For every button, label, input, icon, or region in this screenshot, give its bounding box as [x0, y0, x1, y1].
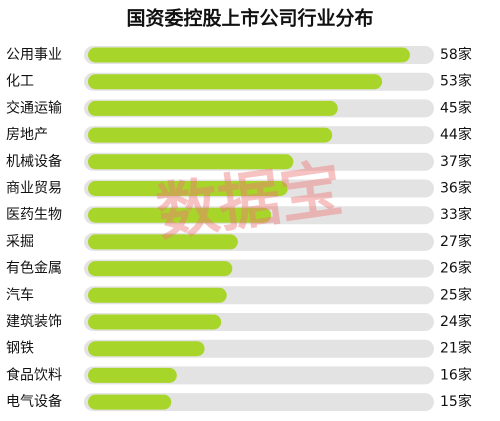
value-label: 58家: [440, 46, 472, 63]
bar: [88, 74, 383, 90]
category-label: 建筑装饰: [6, 314, 62, 330]
value-label: 53家: [440, 73, 472, 90]
bar: [88, 181, 288, 196]
value-label: 36家: [440, 180, 472, 197]
category-label: 汽车: [6, 286, 34, 303]
category-label: 钢铁: [6, 341, 34, 357]
value-label: 44家: [440, 126, 472, 143]
bar: [88, 394, 172, 410]
bar: [88, 287, 227, 303]
value-label: 15家: [440, 393, 472, 410]
bar: [88, 234, 238, 250]
value-label: 33家: [440, 206, 472, 223]
bar: [88, 47, 410, 63]
category-label: 有色金属: [6, 260, 62, 277]
category-label: 机械设备: [6, 153, 62, 170]
category-label: 食品饮料: [6, 366, 62, 383]
category-label: 商业贸易: [6, 181, 62, 197]
bar: [88, 314, 222, 330]
value-label: 37家: [440, 153, 472, 170]
bar: [88, 207, 272, 223]
value-label: 24家: [440, 313, 472, 330]
category-label: 电气设备: [6, 393, 62, 410]
category-label: 化工: [6, 74, 34, 90]
value-label: 45家: [440, 99, 472, 116]
category-label: 房地产: [6, 127, 48, 143]
value-label: 26家: [440, 260, 472, 277]
bar: [88, 154, 294, 170]
value-label: 25家: [440, 286, 472, 303]
bar: [88, 127, 333, 143]
bar: [88, 100, 338, 116]
category-label: 交通运输: [6, 99, 62, 116]
category-label: 公用事业: [6, 47, 62, 63]
value-label: 16家: [440, 366, 472, 383]
value-label: 21家: [440, 340, 472, 357]
bar: [88, 261, 233, 277]
category-label: 采掘: [6, 234, 34, 250]
value-label: 27家: [440, 233, 472, 250]
bar: [88, 341, 205, 357]
bar-track: [84, 393, 434, 412]
chart-title: 国资委控股上市公司行业分布: [126, 7, 373, 30]
bar: [88, 367, 177, 383]
category-label: 医药生物: [6, 207, 62, 223]
